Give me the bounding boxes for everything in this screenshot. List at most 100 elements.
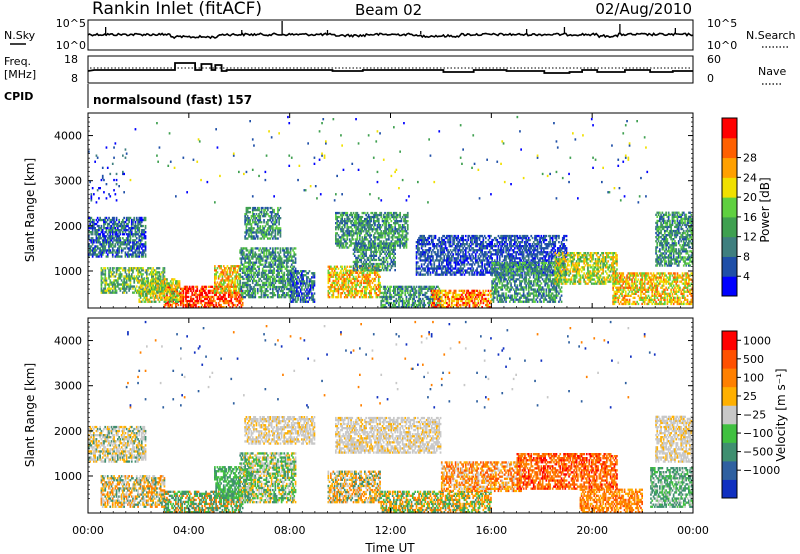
range-time-cell bbox=[409, 297, 412, 301]
range-time-cell bbox=[351, 285, 354, 289]
range-time-cell bbox=[274, 261, 277, 264]
range-time-cell bbox=[104, 239, 107, 242]
range-time-cell bbox=[137, 281, 139, 284]
range-time-cell bbox=[280, 287, 283, 291]
range-time-cell bbox=[377, 266, 380, 270]
range-time-cell bbox=[163, 303, 166, 307]
range-time-cell bbox=[221, 275, 224, 278]
range-time-cell bbox=[270, 253, 273, 256]
range-time-cell bbox=[342, 279, 345, 283]
range-time-cell bbox=[268, 233, 270, 236]
range-time-cell bbox=[364, 287, 366, 291]
range-time-cell bbox=[390, 224, 393, 227]
range-time-cell bbox=[269, 229, 272, 232]
range-time-cell bbox=[229, 293, 231, 297]
range-time-cell bbox=[298, 294, 301, 297]
range-time-cell bbox=[130, 267, 133, 270]
range-time-cell bbox=[283, 273, 286, 276]
range-time-cell bbox=[359, 254, 361, 257]
range-time-cell bbox=[359, 266, 361, 270]
range-time-cell bbox=[282, 279, 284, 283]
range-time-cell bbox=[147, 278, 149, 281]
range-time-cell bbox=[327, 273, 330, 276]
range-time-cell bbox=[366, 277, 369, 281]
range-time-cell bbox=[168, 300, 171, 303]
range-time-cell bbox=[127, 253, 129, 256]
range-time-cell bbox=[130, 227, 133, 230]
range-time-cell bbox=[380, 258, 383, 262]
range-time-cell bbox=[260, 271, 263, 274]
range-time-cell bbox=[163, 275, 166, 278]
range-time-cell bbox=[95, 241, 98, 244]
range-time-cell bbox=[230, 301, 233, 305]
range-time-cell bbox=[240, 259, 243, 262]
range-time-cell bbox=[118, 229, 120, 232]
range-time-cell bbox=[158, 286, 161, 289]
range-time-cell bbox=[451, 303, 453, 307]
range-time-cell bbox=[278, 287, 280, 291]
range-time-cell bbox=[143, 243, 146, 246]
range-time-cell bbox=[142, 253, 144, 256]
range-time-cell bbox=[117, 233, 119, 236]
range-time-cell bbox=[129, 269, 132, 272]
range-time-cell bbox=[362, 273, 365, 276]
range-time-cell bbox=[280, 269, 283, 272]
range-time-cell bbox=[404, 301, 407, 305]
range-time-cell bbox=[357, 289, 360, 293]
range-time-cell bbox=[371, 281, 374, 285]
range-time-cell bbox=[239, 249, 241, 252]
range-time-cell bbox=[91, 255, 94, 258]
range-time-cell bbox=[273, 215, 275, 218]
range-time-cell bbox=[144, 235, 147, 238]
range-time-cell bbox=[367, 256, 370, 260]
range-time-cell bbox=[296, 300, 298, 303]
range-time-cell bbox=[345, 213, 347, 217]
range-time-cell bbox=[132, 277, 134, 280]
range-time-cell bbox=[249, 283, 251, 287]
range-time-cell bbox=[448, 299, 451, 303]
range-time-cell bbox=[124, 267, 127, 270]
range-time-cell bbox=[388, 303, 390, 307]
range-time-cell bbox=[209, 301, 211, 305]
range-time-cell bbox=[249, 249, 251, 252]
range-time-cell bbox=[255, 273, 258, 276]
range-time-cell bbox=[406, 232, 409, 235]
range-time-cell bbox=[279, 296, 282, 299]
range-time-cell bbox=[253, 287, 255, 291]
range-time-cell bbox=[256, 229, 259, 232]
range-time-cell bbox=[146, 280, 148, 283]
range-time-cell bbox=[338, 273, 341, 276]
range-time-cell bbox=[456, 303, 458, 307]
range-time-cell bbox=[336, 222, 338, 225]
range-time-cell bbox=[386, 297, 389, 301]
range-time-cell bbox=[220, 306, 222, 309]
range-time-cell bbox=[104, 220, 107, 224]
range-time-cell bbox=[263, 249, 265, 252]
range-time-cell bbox=[283, 259, 286, 262]
range-time-cell bbox=[347, 273, 350, 276]
range-time-cell bbox=[425, 291, 428, 295]
range-time-cell bbox=[268, 261, 270, 264]
range-time-cell bbox=[372, 271, 375, 274]
range-time-cell bbox=[268, 265, 270, 268]
range-time-cell bbox=[132, 271, 134, 274]
range-time-cell bbox=[388, 238, 390, 241]
range-time-cell bbox=[375, 294, 378, 297]
range-time-cell bbox=[230, 285, 233, 288]
range-time-cell bbox=[248, 211, 250, 214]
range-time-cell bbox=[415, 285, 418, 288]
range-time-cell bbox=[258, 227, 260, 230]
range-time-cell bbox=[377, 264, 380, 268]
range-time-cell bbox=[289, 288, 292, 291]
range-time-cell bbox=[260, 249, 263, 252]
range-time-cell bbox=[108, 243, 110, 246]
range-time-cell bbox=[132, 267, 134, 270]
range-time-cell bbox=[304, 282, 307, 285]
range-time-cell bbox=[95, 235, 98, 238]
range-time-cell bbox=[111, 216, 114, 220]
range-time-cell bbox=[290, 269, 293, 272]
range-time-cell bbox=[359, 271, 361, 274]
range-time-cell bbox=[127, 216, 129, 220]
range-time-cell bbox=[111, 231, 114, 234]
range-time-cell bbox=[374, 242, 376, 245]
